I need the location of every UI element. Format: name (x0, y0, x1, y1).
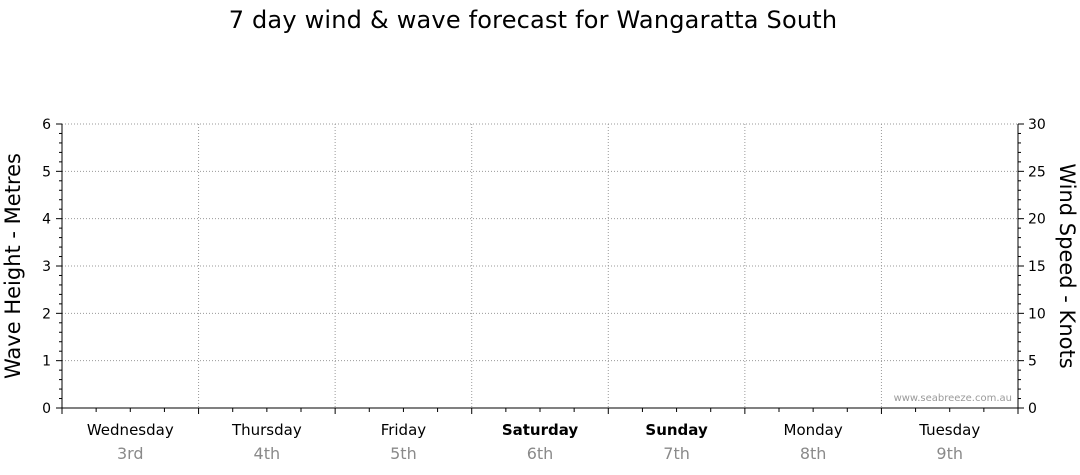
left-axis-title: Wave Height - Metres (1, 153, 25, 379)
day-name-label: Monday (784, 421, 843, 439)
day-date-label: 9th (936, 444, 963, 463)
right-tick-label: 0 (1028, 401, 1037, 417)
right-axis-title: Wind Speed - Knots (1055, 163, 1079, 368)
day-name-label: Tuesday (918, 421, 980, 439)
day-name-label: Thursday (231, 421, 302, 439)
watermark-text: www.seabreeze.com.au (894, 393, 1012, 404)
right-tick-label: 10 (1028, 306, 1046, 322)
day-date-label: 8th (800, 444, 827, 463)
day-date-label: 6th (527, 444, 554, 463)
day-date-label: 7th (663, 444, 690, 463)
right-tick-label: 25 (1028, 164, 1046, 180)
right-tick-label: 5 (1028, 354, 1037, 370)
day-name-label: Wednesday (87, 421, 174, 439)
left-tick-label: 1 (42, 354, 51, 370)
day-name-label: Saturday (502, 421, 579, 439)
day-date-label: 3rd (117, 444, 144, 463)
day-name-label: Friday (381, 421, 427, 439)
left-tick-label: 4 (42, 212, 51, 228)
day-date-label: 5th (390, 444, 417, 463)
right-tick-label: 15 (1028, 259, 1046, 275)
right-tick-label: 20 (1028, 212, 1046, 228)
left-tick-label: 6 (42, 117, 51, 133)
left-tick-label: 3 (42, 259, 51, 275)
left-tick-label: 2 (42, 306, 51, 322)
left-tick-label: 5 (42, 164, 51, 180)
day-date-label: 4th (254, 444, 281, 463)
chart-title: 7 day wind & wave forecast for Wangaratt… (228, 6, 838, 34)
right-tick-label: 30 (1028, 117, 1046, 133)
day-name-label: Sunday (645, 421, 708, 439)
left-tick-label: 0 (42, 401, 51, 417)
